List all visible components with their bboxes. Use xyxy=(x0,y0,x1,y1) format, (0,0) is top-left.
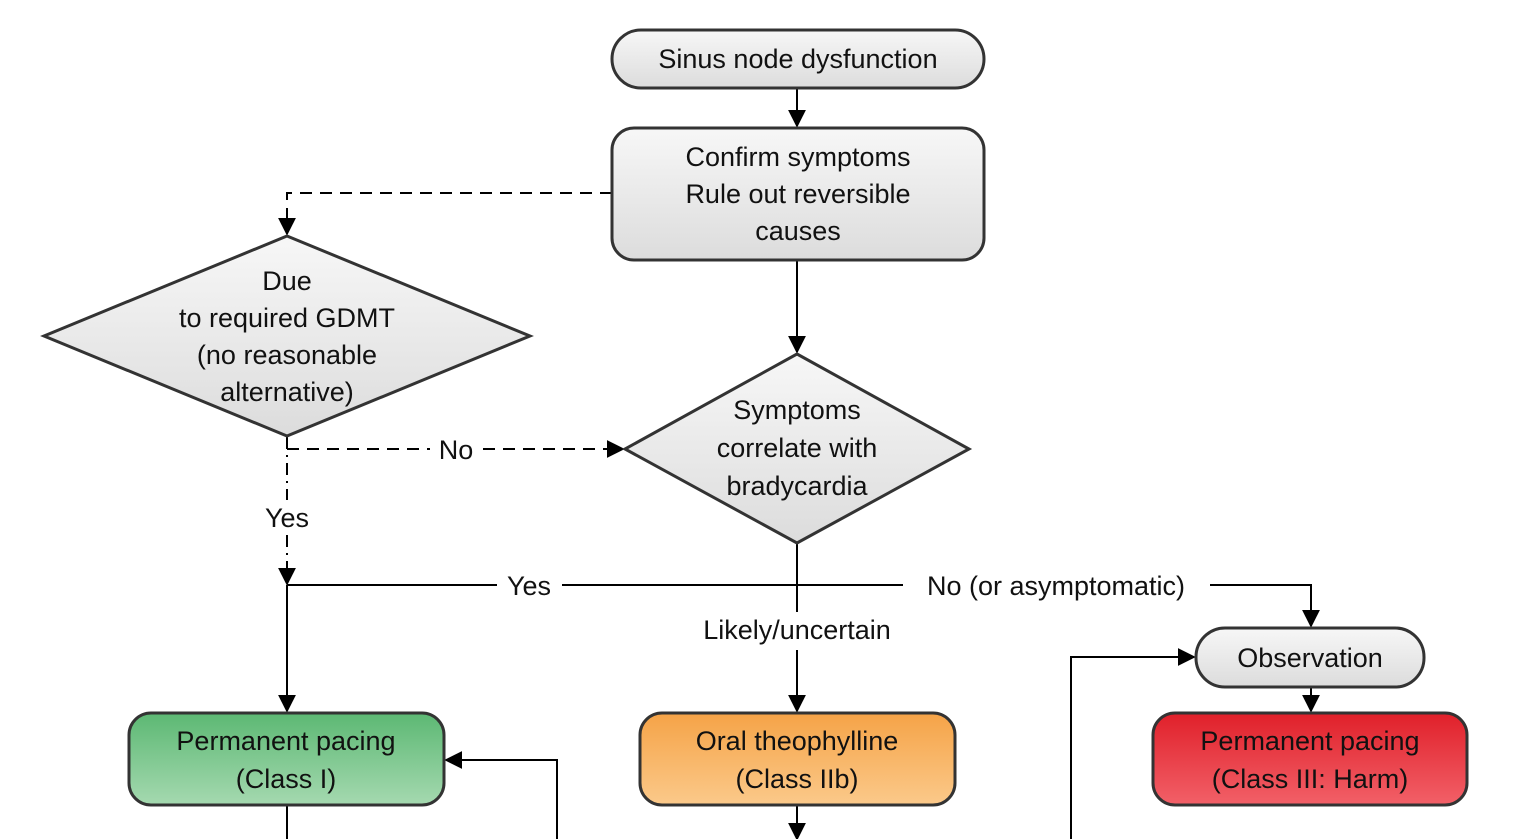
node-correlate-shape xyxy=(621,352,973,545)
node-pacing-class3-shape xyxy=(1151,711,1469,807)
edge-confirm-gdmt xyxy=(278,192,612,236)
node-confirm-line2: Rule out reversible xyxy=(685,179,910,209)
node-correlate-line3: bradycardia xyxy=(726,471,868,501)
connectors xyxy=(278,88,1320,839)
edge-loop-observation xyxy=(1070,648,1196,839)
node-start-text: Sinus node dysfunction xyxy=(658,44,937,74)
node-gdmt-line1: Due xyxy=(262,266,312,296)
label-correlate-likely: Likely/uncertain xyxy=(703,615,891,645)
label-gdmt-no: No xyxy=(439,435,474,465)
node-confirm-line1: Confirm symptoms xyxy=(685,142,910,172)
label-correlate-yes: Yes xyxy=(507,571,551,601)
node-theophylline-line2: (Class IIb) xyxy=(735,764,858,794)
node-theophylline-shape xyxy=(638,711,957,807)
node-gdmt-line2: to required GDMT xyxy=(179,303,395,333)
node-pacing-class1: Permanent pacing (Class I) xyxy=(127,711,446,807)
node-pacing-class3: Permanent pacing (Class III: Harm) xyxy=(1151,711,1469,807)
node-correlate-line2: correlate with xyxy=(717,433,878,463)
node-theophylline-line1: Oral theophylline xyxy=(696,726,899,756)
node-pacing-class3-line1: Permanent pacing xyxy=(1200,726,1419,756)
node-confirm-line3: causes xyxy=(755,216,841,246)
edge-loop-class1 xyxy=(444,751,558,839)
node-observation-text: Observation xyxy=(1237,643,1383,673)
node-gdmt-line3: (no reasonable xyxy=(197,340,377,370)
node-correlate-line1: Symptoms xyxy=(733,395,861,425)
label-correlate-no: No (or asymptomatic) xyxy=(927,571,1185,601)
label-gdmt-yes: Yes xyxy=(265,503,309,533)
node-confirm-shape xyxy=(610,126,986,262)
node-theophylline: Oral theophylline (Class IIb) xyxy=(638,711,957,807)
node-pacing-class1-shape xyxy=(127,711,446,807)
node-correlate: Symptoms correlate with bradycardia xyxy=(621,352,973,545)
node-observation-shape xyxy=(1194,626,1426,689)
edge-correlate-no-2 xyxy=(1210,584,1320,628)
node-gdmt-shape xyxy=(40,234,534,438)
node-pacing-class1-line2: (Class I) xyxy=(236,764,337,794)
node-observation: Observation xyxy=(1194,626,1426,689)
node-pacing-class1-line1: Permanent pacing xyxy=(176,726,395,756)
node-gdmt-line4: alternative) xyxy=(220,377,354,407)
node-gdmt: Due to required GDMT (no reasonable alte… xyxy=(40,234,534,438)
node-confirm: Confirm symptoms Rule out reversible cau… xyxy=(610,126,986,262)
node-pacing-class3-line2: (Class III: Harm) xyxy=(1212,764,1409,794)
node-start-shape xyxy=(610,28,986,90)
edge-labels: No Yes Yes No (or asymptomatic) Likely/u… xyxy=(265,435,1185,645)
node-start: Sinus node dysfunction xyxy=(610,28,986,90)
